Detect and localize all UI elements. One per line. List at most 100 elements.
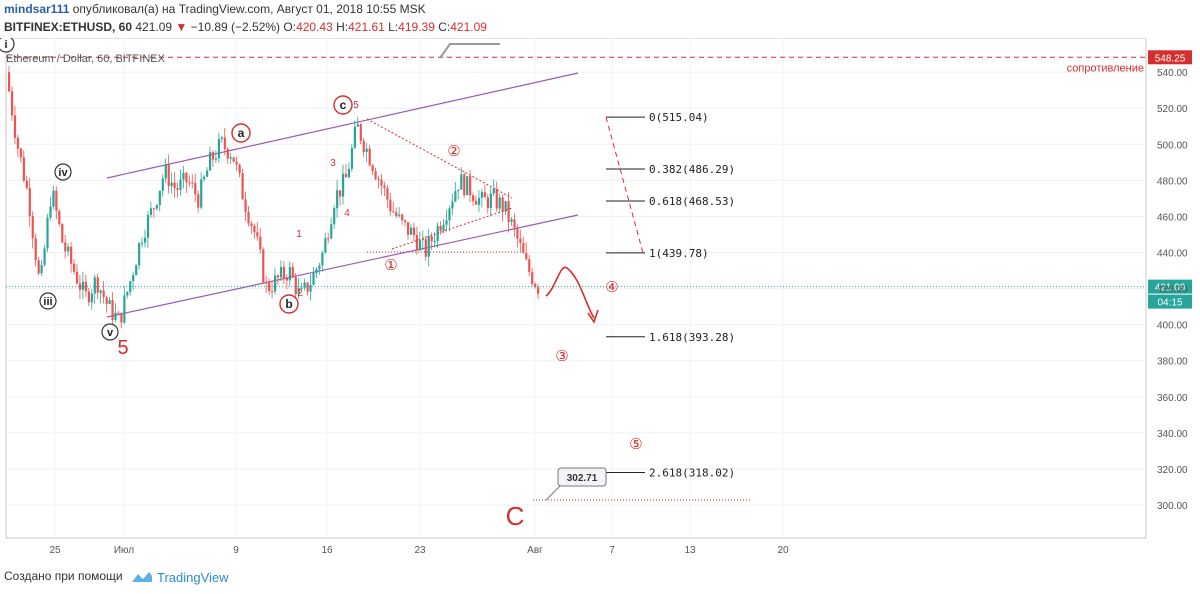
price-tick-label: 440.00	[1157, 249, 1188, 260]
plot-frame	[5, 38, 1147, 539]
candle-body	[64, 242, 67, 252]
candle-body	[401, 214, 404, 221]
candle-body	[336, 190, 339, 209]
candle-body	[442, 224, 445, 231]
candle-body	[34, 238, 37, 261]
candle-body	[211, 152, 215, 160]
tradingview-logo-icon	[132, 572, 152, 582]
candle-body	[185, 172, 188, 183]
resistance-label: сопротивление	[1067, 62, 1144, 74]
candle-body	[407, 222, 410, 235]
candle-body	[123, 295, 126, 323]
candle-body	[247, 211, 250, 224]
candle-body	[52, 190, 55, 207]
candle-body	[179, 179, 182, 190]
candle-body	[22, 157, 25, 181]
candle-body	[318, 265, 321, 270]
countdown-text: 04:15	[1157, 298, 1182, 309]
price-tick-label: 400.00	[1157, 321, 1188, 332]
price-tick-label: 540.00	[1157, 68, 1188, 79]
chart-header: mindsar111 опубликовал(а) на TradingView…	[0, 0, 1200, 38]
candle-body	[448, 208, 451, 221]
high-label: H:	[336, 20, 349, 34]
wave-label-dark: v	[107, 327, 114, 339]
candle-body	[149, 208, 153, 215]
low-label: L:	[388, 20, 399, 34]
candle-body	[330, 224, 333, 239]
candle-body	[226, 148, 229, 159]
current-price-text: 421.09	[1155, 283, 1186, 294]
candle-body	[333, 208, 336, 225]
candle-body	[415, 235, 419, 251]
candle-body	[306, 282, 309, 292]
candlesticks	[8, 66, 540, 329]
candle-body	[16, 137, 20, 149]
fib-level-label: 1.618(393.28)	[649, 331, 735, 344]
candle-body	[37, 260, 40, 274]
candle-body	[368, 148, 371, 166]
candle-body	[282, 267, 286, 279]
low-value: 419.39	[398, 20, 435, 34]
candle-body	[383, 185, 386, 189]
fib-level-label: 0.382(486.29)	[649, 163, 735, 176]
price-tick-label: 340.00	[1157, 429, 1188, 440]
countdown-tag	[1148, 294, 1192, 309]
candle-body	[457, 189, 460, 192]
high-value: 421.61	[348, 20, 385, 34]
candle-body	[516, 227, 519, 239]
close-label: C:	[438, 20, 451, 34]
price-tick-label: 500.00	[1157, 140, 1188, 151]
candle-body	[309, 284, 312, 292]
candle-body	[188, 182, 191, 184]
candle-body	[412, 227, 416, 236]
tradingview-link[interactable]: TradingView	[131, 568, 229, 586]
publish-info: mindsar111 опубликовал(а) на TradingView…	[4, 2, 426, 16]
candle-body	[238, 164, 241, 173]
candle-body	[235, 161, 238, 165]
wave-label-circle	[0, 38, 15, 53]
wave-label-dark: iv	[58, 167, 68, 179]
wave-label-circle-red	[231, 123, 251, 143]
candle-body	[424, 239, 427, 257]
candle-body	[164, 164, 167, 179]
target-callout-box	[557, 467, 607, 487]
candle-body	[167, 164, 170, 187]
candle-body	[158, 190, 161, 206]
candle-body	[315, 269, 318, 273]
fib-level-label: 1(439.78)	[649, 247, 709, 260]
candle-body	[206, 170, 209, 177]
candle-body	[421, 239, 424, 241]
candle-body	[58, 210, 61, 224]
chart-title: Ethereum / Dollar, 60, BITFINEX	[6, 53, 166, 65]
candle-body	[474, 200, 478, 205]
candle-body	[276, 275, 280, 278]
triangle-upper-line	[366, 118, 513, 199]
candle-body	[297, 288, 300, 295]
candle-body	[114, 312, 117, 320]
candle-body	[528, 259, 531, 272]
wave-label-circle-red	[333, 95, 353, 115]
candle-body	[430, 236, 433, 242]
price-chart[interactable]: сопротивление 548.25 421.09 04:15 0(515.04) 0…	[0, 38, 1200, 563]
time-tick-label: 25	[49, 545, 61, 556]
candle-body	[312, 272, 315, 285]
candle-body	[46, 217, 49, 249]
candle-body	[256, 232, 259, 237]
candle-body	[268, 282, 271, 292]
candle-body	[99, 290, 102, 293]
callout-leader	[439, 43, 500, 59]
time-tick-label: 23	[414, 545, 426, 556]
price-tick-label: 420.00	[1157, 285, 1188, 296]
triangle-lower-line	[391, 207, 513, 250]
time-tick-label: 7	[609, 545, 615, 556]
author-name[interactable]: mindsar111	[4, 2, 70, 16]
time-tick-label: 16	[321, 545, 333, 556]
ohlc-line: BITFINEX:ETHUSD, 60 421.09 ▼ −10.89 (−2.…	[4, 20, 487, 34]
candle-body	[217, 139, 221, 159]
candle-body	[96, 277, 99, 293]
wave-sub-label: 3	[330, 158, 336, 169]
candle-body	[194, 183, 197, 195]
price-tick-label: 300.00	[1157, 501, 1188, 512]
candle-body	[197, 194, 200, 208]
target-callout-leader	[545, 485, 561, 501]
